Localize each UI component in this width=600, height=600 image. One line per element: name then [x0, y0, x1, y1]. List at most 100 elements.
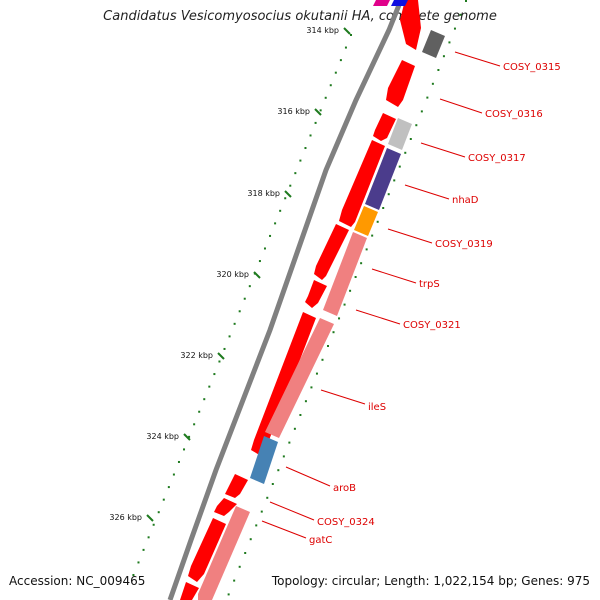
ruler-tick [343, 27, 351, 35]
ruler-dot [338, 317, 341, 320]
ruler-dot [289, 184, 292, 187]
callout-leader [355, 309, 401, 325]
gene-label: COSY_0315 [503, 62, 561, 73]
tick-label: 320 kbp [216, 270, 249, 279]
ruler-dot [266, 496, 269, 499]
gene-label: nhaD [452, 195, 479, 206]
gene-arrow [305, 280, 327, 308]
ruler-dot [415, 124, 418, 127]
ruler-dot [304, 147, 307, 150]
genome-stats-text: Topology: circular; Length: 1,022,154 bp… [271, 574, 590, 588]
ruler-dot [248, 285, 251, 288]
ruler-ticks: 314 kbp 316 kbp 318 kbp 320 kbp 322 kbp 324 k… [109, 26, 351, 522]
gene-label: COSY_0316 [485, 109, 543, 120]
ruler-dot [393, 179, 396, 182]
ruler-dot [147, 536, 150, 539]
ruler-dot [398, 165, 401, 168]
ruler-dot [277, 469, 280, 472]
callout-leader [261, 520, 307, 539]
tick-label: 314 kbp [306, 26, 339, 35]
ruler-dot [448, 41, 451, 44]
ruler-dot [271, 483, 274, 485]
ruler-dot [334, 71, 337, 74]
ruler-tick [253, 271, 261, 279]
gene-label: gatC [309, 535, 332, 546]
ruler-dot [162, 498, 165, 501]
ruler-dot [249, 538, 252, 541]
ruler-dot [426, 96, 429, 99]
ruler-dot [172, 473, 175, 476]
ruler-dot [420, 110, 423, 113]
ruler-dot [255, 524, 258, 527]
ruler-dot [382, 207, 385, 209]
callout-leader [285, 466, 331, 487]
callout-leader [320, 389, 366, 405]
ruler-dot [310, 386, 313, 389]
tick-label: 324 kbp [146, 432, 179, 441]
callout-leader [371, 268, 417, 284]
ruler-dot [223, 347, 226, 350]
ruler-tick [314, 108, 322, 116]
ruler-dot [409, 138, 412, 140]
ruler-dot [137, 561, 140, 564]
tick-label: 322 kbp [180, 351, 213, 360]
ruler-dot [282, 455, 285, 458]
ruler-dot [321, 358, 324, 361]
ruler-dot [354, 276, 357, 278]
gene-arrow [180, 582, 199, 600]
gene-label: trpS [419, 279, 440, 290]
ruler-dot [218, 360, 221, 363]
ruler-dot [177, 460, 180, 463]
callout-leader [439, 98, 483, 114]
forward-cds-track [180, 0, 421, 600]
tick-label: 316 kbp [277, 107, 310, 116]
gene-block-dark-gray [422, 30, 445, 58]
ruler-dot [142, 548, 145, 551]
ruler-dot [371, 234, 374, 237]
ruler-dot [293, 427, 296, 430]
gene-arrow [400, 0, 421, 50]
callout-leader [420, 142, 466, 158]
ruler-dot [227, 593, 230, 596]
gene-label: COSY_0319 [435, 239, 493, 250]
ruler-dot [315, 372, 318, 375]
ruler-dot [132, 573, 135, 576]
ruler-dot [376, 220, 379, 223]
tick-label: 318 kbp [247, 189, 280, 198]
ruler-dot [238, 565, 241, 568]
ruler-dot [365, 248, 368, 251]
ruler-dot [243, 297, 246, 300]
ruler-dot [183, 448, 186, 451]
ruler-dot [208, 385, 211, 388]
ruler-dot [437, 69, 440, 71]
gene-label: COSY_0317 [468, 153, 526, 164]
ruler-dot [284, 197, 287, 200]
ruler-tick [217, 352, 225, 360]
ruler-dot [309, 134, 312, 137]
ruler-dot [304, 400, 307, 403]
ruler-dot [299, 159, 302, 162]
callout-leader [454, 51, 501, 67]
gene-arrow [214, 498, 237, 516]
ruler-dot [193, 423, 196, 426]
ruler-dot [238, 310, 241, 313]
callout-leader [404, 184, 450, 200]
ruler-dot [152, 523, 155, 526]
gene-block-blue [391, 0, 408, 6]
callout-leader [269, 501, 315, 521]
gene-arrow [251, 312, 316, 456]
ruler-dot [350, 34, 352, 36]
ruler-dot [198, 410, 201, 413]
gene-arrow [314, 224, 349, 280]
ruler-dot [339, 59, 342, 62]
ruler-dot [188, 435, 191, 438]
gene-block-purple [365, 148, 401, 210]
ruler-dot [294, 172, 297, 175]
ruler-dot [329, 84, 332, 87]
callout-leader [387, 228, 433, 244]
ruler-dot [404, 151, 407, 154]
gene-label: ileS [368, 402, 386, 413]
gene-arrow [373, 113, 396, 141]
